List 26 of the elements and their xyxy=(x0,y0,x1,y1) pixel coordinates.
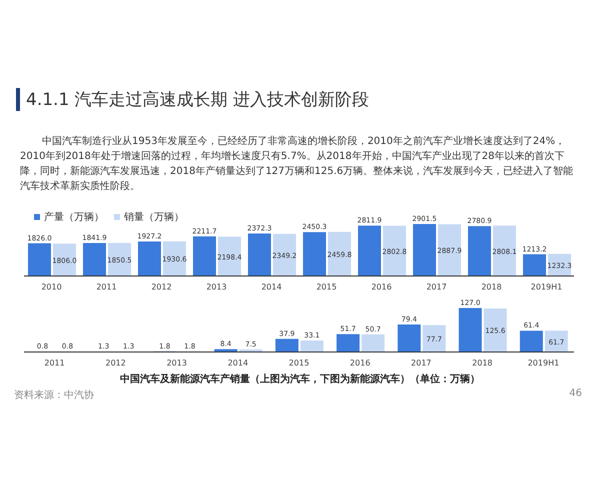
x-tick-label: 2017 xyxy=(426,282,447,292)
chart-title: 4.1.1 汽车走过高速成长期 进入技术创新阶段 xyxy=(16,88,370,111)
x-tick-label: 2014 xyxy=(228,358,248,368)
legend-label: 产量（万辆） xyxy=(44,212,104,223)
x-tick-label: 2019H1 xyxy=(528,358,560,368)
text: 资料来源：中汽协 xyxy=(14,388,94,402)
x-tick-label: 2012 xyxy=(105,358,126,368)
x-tick-label: 2012 xyxy=(151,282,172,292)
x-tick-label: 2016 xyxy=(350,358,370,368)
x-tick-label: 2014 xyxy=(261,282,282,292)
x-tick-label: 2018 xyxy=(481,282,502,292)
x-tick-label: 2019H1 xyxy=(530,282,562,292)
x-tick-label: 2015 xyxy=(288,358,310,368)
x-tick-label: 2015 xyxy=(316,282,337,292)
x-tick-label: 2011 xyxy=(44,358,65,368)
x-tick-label: 2016 xyxy=(371,282,392,292)
x-tick-label: 2013 xyxy=(206,282,227,292)
text: 46 xyxy=(569,388,582,399)
x-tick-label: 2011 xyxy=(96,282,117,292)
x-tick-label: 2017 xyxy=(411,358,432,368)
x-tick-label: 2018 xyxy=(472,358,493,368)
legend-label: 销量（万辆） xyxy=(124,212,184,223)
text: 中国汽车及新能源汽车产销量（上图为汽车，下图为新能源汽车）（单位：万辆） xyxy=(119,372,481,386)
x-tick-label: 2010 xyxy=(41,282,62,292)
x-tick-label: 2013 xyxy=(166,358,187,368)
chart-subtitle: 中国汽车制造行业从1953年发展至今，已经经历了非常高速的增长阶段，2010年之前汽车产业增长速度达到了24%，2010年到2018年处于增速回落的过程，年均增长速度只有5.7%。从2018年开始，中国汽车产业出现了28年以来的首次下降，同时，新能源汽车发展迅速，2018年产销量达到了127万辆和125.6万辆。整体来说，汽车发展到今天，已经进入了智能汽车技术革新实质性阶段。 xyxy=(20,134,574,194)
